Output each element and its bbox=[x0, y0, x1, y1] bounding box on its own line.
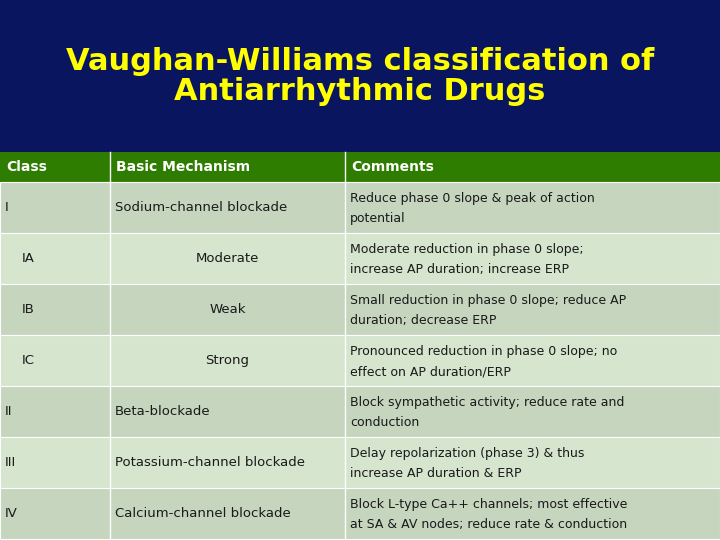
Bar bbox=[0, 488, 720, 539]
Text: Potassium-channel blockade: Potassium-channel blockade bbox=[115, 456, 305, 469]
Text: Reduce phase 0 slope & peak of action: Reduce phase 0 slope & peak of action bbox=[350, 192, 595, 205]
Text: Delay repolarization (phase 3) & thus: Delay repolarization (phase 3) & thus bbox=[350, 447, 585, 460]
Text: Pronounced reduction in phase 0 slope; no: Pronounced reduction in phase 0 slope; n… bbox=[350, 346, 617, 359]
Text: II: II bbox=[5, 405, 12, 418]
Bar bbox=[0, 335, 720, 386]
Bar bbox=[0, 437, 720, 488]
Text: Comments: Comments bbox=[351, 160, 434, 174]
Text: Sodium-channel blockade: Sodium-channel blockade bbox=[115, 201, 287, 214]
Text: Beta-blockade: Beta-blockade bbox=[115, 405, 211, 418]
Text: Small reduction in phase 0 slope; reduce AP: Small reduction in phase 0 slope; reduce… bbox=[350, 294, 626, 307]
Text: duration; decrease ERP: duration; decrease ERP bbox=[350, 314, 496, 327]
Text: Block L-type Ca++ channels; most effective: Block L-type Ca++ channels; most effecti… bbox=[350, 498, 627, 511]
Bar bbox=[0, 0, 720, 152]
Text: Calcium-channel blockade: Calcium-channel blockade bbox=[115, 507, 291, 520]
Bar bbox=[0, 182, 720, 233]
Bar bbox=[0, 284, 720, 335]
Text: potential: potential bbox=[350, 212, 405, 225]
Text: I: I bbox=[5, 201, 9, 214]
Text: Strong: Strong bbox=[205, 354, 250, 367]
Text: increase AP duration; increase ERP: increase AP duration; increase ERP bbox=[350, 263, 569, 276]
Text: Basic Mechanism: Basic Mechanism bbox=[116, 160, 250, 174]
Text: effect on AP duration/ERP: effect on AP duration/ERP bbox=[350, 365, 511, 378]
Text: Moderate reduction in phase 0 slope;: Moderate reduction in phase 0 slope; bbox=[350, 244, 584, 256]
Text: conduction: conduction bbox=[350, 416, 419, 429]
Bar bbox=[0, 233, 720, 284]
Text: IV: IV bbox=[5, 507, 18, 520]
Text: Class: Class bbox=[6, 160, 47, 174]
Text: at SA & AV nodes; reduce rate & conduction: at SA & AV nodes; reduce rate & conducti… bbox=[350, 518, 627, 531]
Text: IA: IA bbox=[22, 252, 35, 265]
Text: Vaughan-Williams classification of: Vaughan-Williams classification of bbox=[66, 48, 654, 77]
Text: increase AP duration & ERP: increase AP duration & ERP bbox=[350, 467, 521, 480]
Text: Antiarrhythmic Drugs: Antiarrhythmic Drugs bbox=[174, 78, 546, 106]
Bar bbox=[0, 386, 720, 437]
Text: Weak: Weak bbox=[210, 303, 246, 316]
Bar bbox=[0, 152, 720, 182]
Text: IB: IB bbox=[22, 303, 35, 316]
Text: IC: IC bbox=[22, 354, 35, 367]
Text: Block sympathetic activity; reduce rate and: Block sympathetic activity; reduce rate … bbox=[350, 396, 624, 409]
Text: Moderate: Moderate bbox=[196, 252, 259, 265]
Text: III: III bbox=[5, 456, 17, 469]
